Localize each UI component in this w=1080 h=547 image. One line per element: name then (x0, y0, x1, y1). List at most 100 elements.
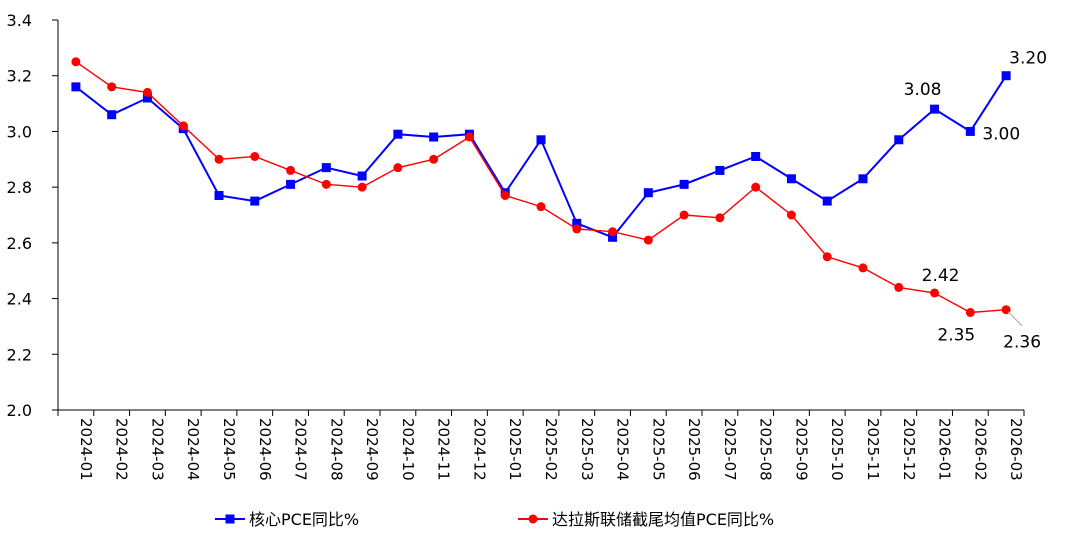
data-point (572, 224, 582, 234)
data-point (715, 213, 725, 223)
data-point (429, 154, 439, 164)
data-point (786, 210, 796, 220)
series-0 (71, 71, 1011, 242)
data-point (393, 163, 403, 173)
data-label: 2.35 (937, 326, 975, 346)
x-tick-label: 2025-02 (542, 418, 560, 481)
data-label: 3.00 (982, 124, 1020, 144)
x-tick-label: 2024-05 (220, 418, 238, 481)
data-point (894, 282, 904, 292)
data-point (858, 174, 868, 184)
data-point (321, 163, 331, 173)
data-point (822, 196, 832, 206)
y-tick-label: 2.0 (7, 401, 32, 420)
data-point (286, 165, 296, 175)
x-tick-label: 2025-01 (506, 418, 524, 481)
data-point (464, 132, 474, 142)
data-point (751, 152, 761, 161)
data-point (572, 218, 582, 228)
data-point (250, 152, 260, 161)
x-tick-label: 2024-08 (327, 418, 345, 481)
data-point (608, 227, 618, 237)
data-point (142, 93, 152, 103)
x-tick-label: 2024-06 (256, 418, 274, 481)
y-tick-label: 3.4 (7, 11, 32, 30)
data-point (142, 87, 152, 97)
data-point (357, 182, 367, 192)
x-tick-label: 2025-11 (864, 418, 882, 481)
x-tick-label: 2025-10 (828, 418, 846, 481)
y-tick-label: 2.4 (7, 290, 32, 309)
data-point (643, 188, 653, 198)
x-tick-label: 2025-06 (685, 418, 703, 481)
legend-marker (528, 514, 538, 524)
axes: 2.0 2.2 2.4 2.6 2.8 3.0 3.2 3.4 2024-01 2024-02 20… (7, 11, 1026, 481)
legend-entry-1: 达拉斯联储截尾均值PCE同比% (518, 510, 774, 529)
x-tick-label: 2025-05 (649, 418, 667, 481)
x-tick-label: 2026-01 (936, 418, 954, 481)
x-tick-label: 2024-12 (470, 418, 488, 481)
data-point (250, 196, 260, 206)
data-point (679, 179, 689, 189)
data-point (214, 191, 224, 200)
y-tick-label: 2.2 (7, 345, 32, 364)
x-tick-label: 2025-04 (614, 418, 632, 481)
x-tick-label: 2025-07 (721, 418, 739, 481)
data-point (679, 210, 689, 220)
data-point (71, 57, 81, 67)
data-point (643, 235, 653, 245)
data-point (822, 252, 832, 262)
x-tick-label: 2025-09 (792, 418, 810, 481)
legend-label: 核心PCE同比% (249, 510, 359, 529)
legend-label: 达拉斯联储截尾均值PCE同比% (552, 510, 774, 529)
x-tick-label: 2024-10 (399, 418, 417, 481)
data-point (536, 135, 546, 145)
data-point (429, 132, 439, 142)
legend: 核心PCE同比% 达拉斯联储截尾均值PCE同比% (215, 510, 774, 529)
x-tick-label: 2025-08 (757, 418, 775, 481)
data-point (107, 82, 117, 92)
data-point (500, 191, 510, 200)
x-tick-label: 2024-09 (363, 418, 381, 481)
data-labels: 3.08 3.00 3.20 2.42 2.35 2.36 (904, 49, 1047, 353)
data-point (715, 165, 725, 175)
y-tick-label: 3.0 (7, 122, 32, 141)
x-tick-label: 2024-01 (77, 418, 95, 481)
data-point (321, 179, 331, 189)
x-tick-label: 2024-11 (435, 418, 453, 481)
x-tick-label: 2024-02 (113, 418, 131, 481)
y-tick-label: 2.8 (7, 178, 32, 197)
data-label: 3.08 (904, 80, 942, 100)
data-point (393, 129, 403, 139)
label-leader-line (1007, 311, 1023, 327)
data-point (536, 202, 546, 212)
data-point (608, 232, 618, 242)
data-point (286, 179, 296, 189)
y-tick-label: 2.6 (7, 234, 32, 253)
data-point (214, 154, 224, 164)
x-tick-label: 2024-03 (148, 418, 166, 481)
data-label: 3.20 (1009, 49, 1047, 69)
data-label: 2.36 (1003, 333, 1041, 353)
data-point (1001, 71, 1011, 81)
y-tick-label: 3.2 (7, 67, 32, 86)
x-tick-label: 2024-04 (184, 418, 202, 481)
x-tick-label: 2025-12 (900, 418, 918, 481)
x-tick-label: 2024-07 (292, 418, 310, 481)
data-point (107, 110, 117, 120)
x-tick-label: 2026-02 (971, 418, 989, 481)
data-point (71, 82, 81, 92)
data-point (751, 182, 761, 192)
data-point (894, 135, 904, 145)
series-1 (71, 57, 1011, 317)
series-layer (71, 57, 1011, 317)
x-tick-label: 2025-03 (578, 418, 596, 481)
data-point (930, 104, 940, 114)
data-point (930, 288, 940, 298)
data-point (858, 263, 868, 273)
legend-marker (225, 514, 235, 524)
x-tick-label: 2026-03 (1007, 418, 1025, 481)
data-point (965, 126, 975, 136)
data-point (178, 121, 188, 131)
